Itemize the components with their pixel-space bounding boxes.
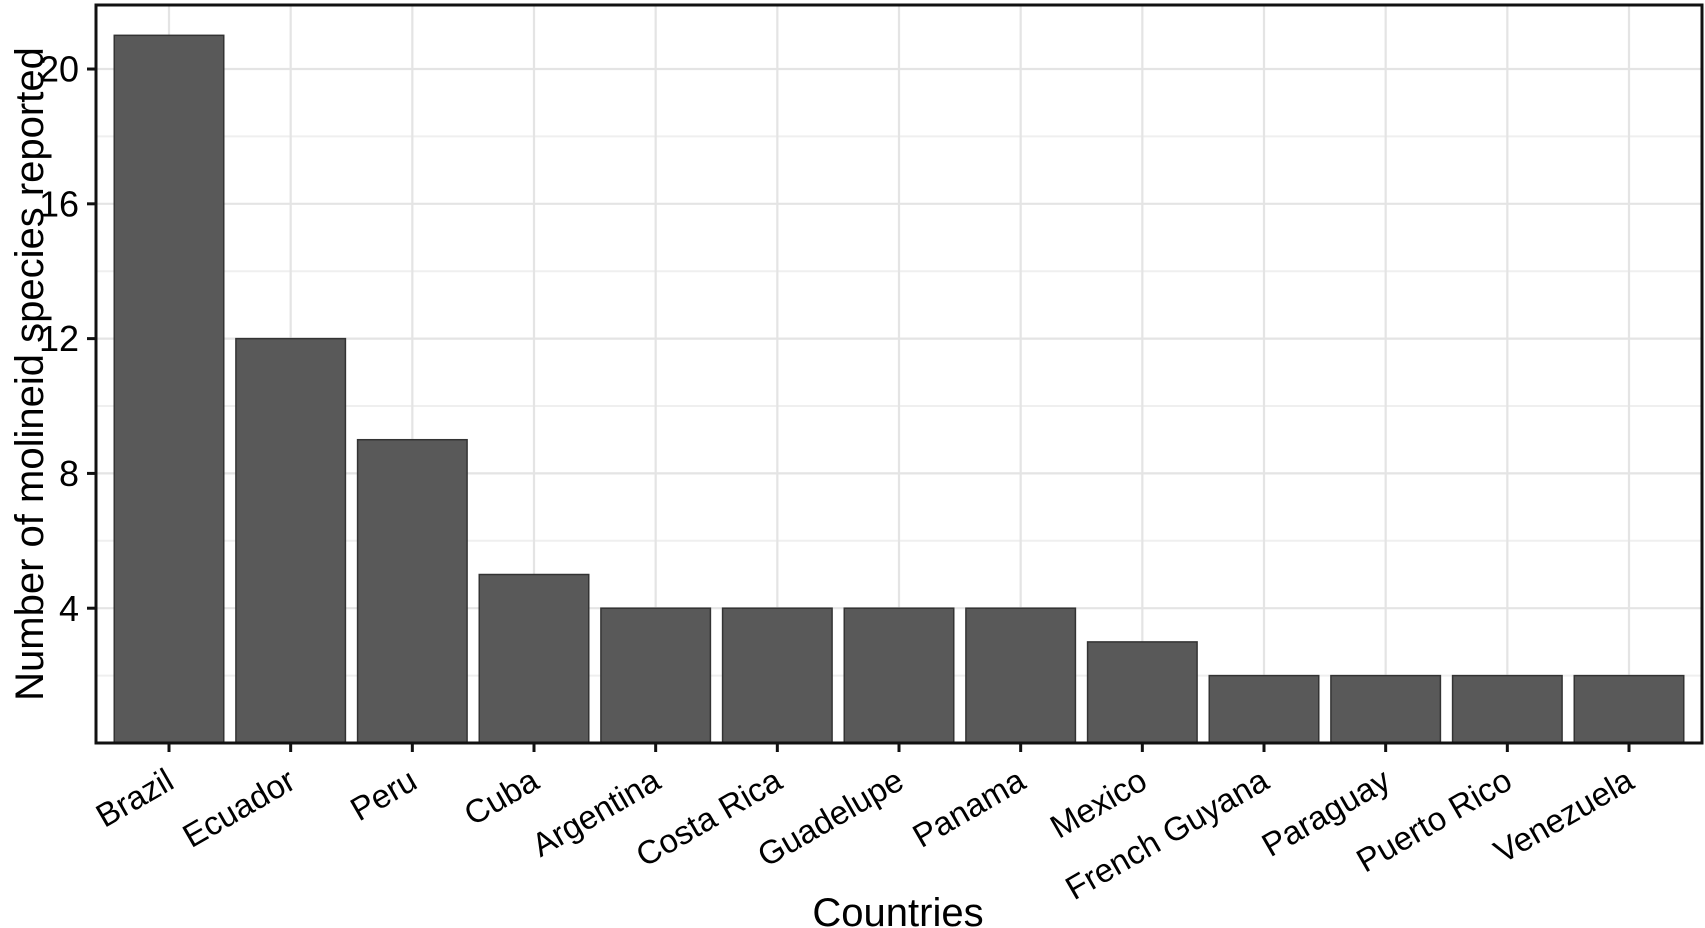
x-tick-label-cuba: Cuba [458,761,545,833]
y-tick-label-20: 20 [39,49,79,90]
x-tick-label-ecuador: Ecuador [176,761,301,855]
bar-panama [965,607,1077,744]
bar-puerto-rico [1451,674,1563,744]
y-tick-label-8: 8 [59,453,79,494]
bar-ecuador [235,337,347,744]
x-tick-label-panama: Panama [906,761,1032,855]
y-tick-label-16: 16 [39,183,79,224]
bar-guadelupe [843,607,955,744]
bar-cuba [478,573,590,744]
x-tick-label-brazil: Brazil [90,761,180,834]
y-tick-label-4: 4 [59,588,79,629]
bar-venezuela [1573,674,1685,744]
bar-french-guyana [1208,674,1320,744]
bar-paraguay [1330,674,1442,744]
x-tick-label-peru: Peru [344,761,423,828]
bar-argentina [600,607,712,744]
x-tick-label-french-guyana: French Guyana [1059,761,1275,907]
bar-brazil [113,34,225,744]
y-tick-label-12: 12 [39,318,79,359]
bar-peru [356,438,468,744]
y-axis-title: Number of molineid species reported [8,47,52,701]
x-axis-title: Countries [812,891,984,928]
x-tick-label-venezuela: Venezuela [1488,761,1641,870]
bar-costa-rica [721,607,833,744]
bar-mexico [1086,641,1198,744]
